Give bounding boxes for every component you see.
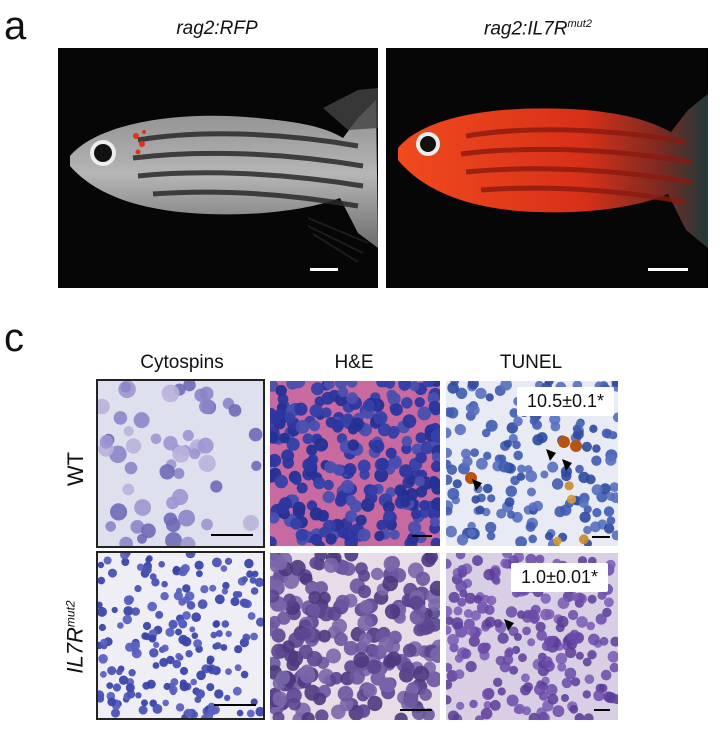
panel-a-letter: a xyxy=(4,4,27,48)
micrograph-wt-he xyxy=(270,381,440,546)
panel-c-letter: c xyxy=(4,316,24,360)
tunel-stat-mutant: 1.0±0.01* xyxy=(511,563,608,592)
fish-title-wt: rag2:RFP xyxy=(176,18,258,39)
micrograph-wt-cytospin xyxy=(96,379,265,548)
micrograph-mutant-he xyxy=(270,553,440,720)
micrograph-mutant-tunel: 1.0±0.01* xyxy=(446,553,618,720)
scale-bar xyxy=(214,704,256,706)
column-header-cytospins: Cytospins xyxy=(140,352,224,373)
row-label-wt-text: WT xyxy=(62,451,88,487)
scale-bar xyxy=(211,534,253,536)
scale-bar xyxy=(310,268,338,271)
micrograph-wt-tunel: 10.5±0.1* xyxy=(446,381,618,546)
column-header-he: H&E xyxy=(334,352,374,373)
fish-title-mutant: rag2:IL7Rmut2 xyxy=(484,18,592,40)
fish-photo-mutant xyxy=(386,48,708,288)
scale-bar xyxy=(412,535,432,537)
fish-wt-illustration xyxy=(70,88,378,263)
fish-photo-wt xyxy=(58,48,378,288)
tunel-stat-wt: 10.5±0.1* xyxy=(517,387,614,416)
row-label-mutant-text: IL7R xyxy=(63,627,89,674)
scale-bar xyxy=(592,536,610,538)
row-label-mutant: IL7Rmut2 xyxy=(46,600,106,673)
scale-bar xyxy=(400,709,432,711)
row-label-wt: WT xyxy=(56,451,96,487)
fish-mutant-illustration xyxy=(398,94,708,248)
scale-bar xyxy=(648,268,688,271)
column-header-tunel: TUNEL xyxy=(499,352,563,373)
scale-bar xyxy=(594,709,610,711)
row-label-mutant-sup: mut2 xyxy=(63,600,78,628)
micrograph-mutant-cytospin xyxy=(96,551,265,720)
